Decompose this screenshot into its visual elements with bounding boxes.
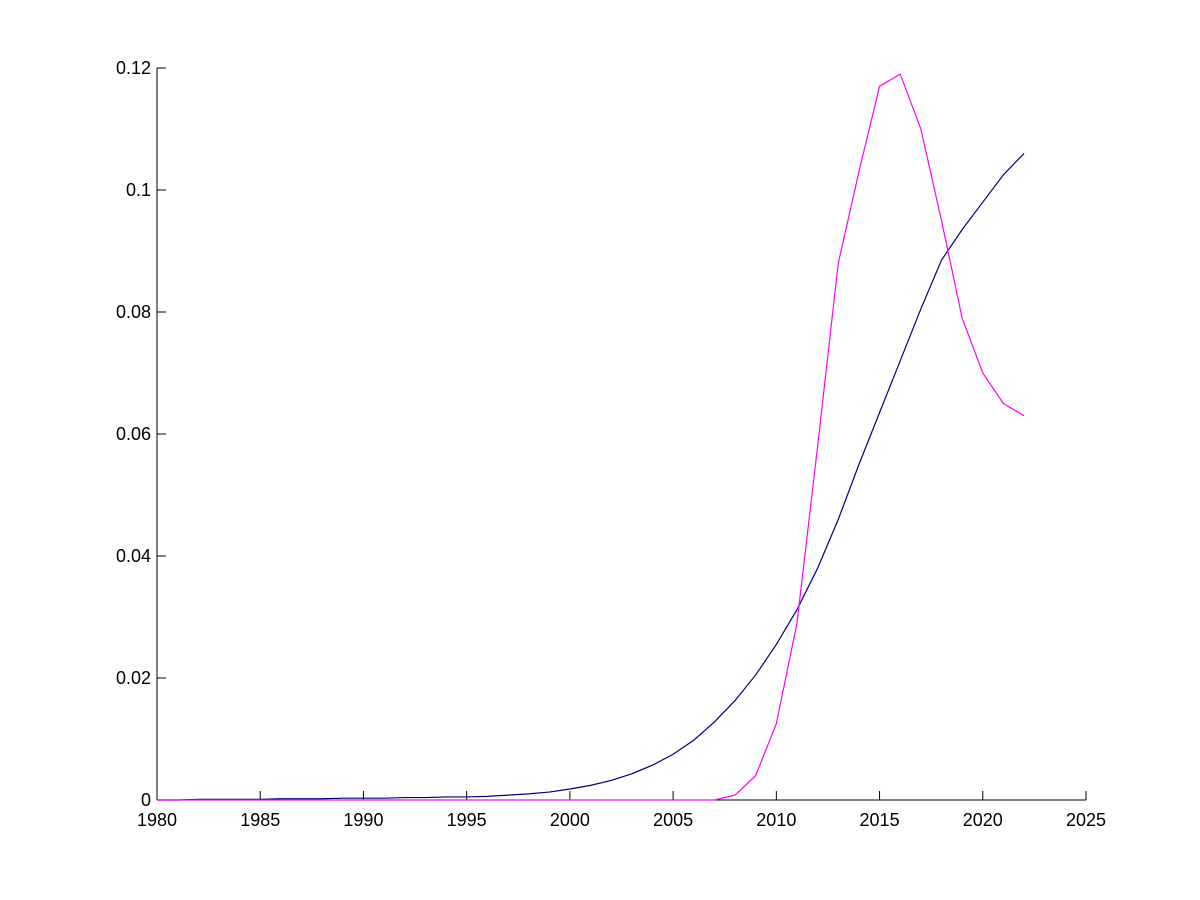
- y-tick-label: 0.08: [116, 302, 151, 322]
- x-tick-label: 2000: [550, 810, 590, 830]
- x-tick-label: 2010: [756, 810, 796, 830]
- y-tick-label: 0.12: [116, 58, 151, 78]
- x-tick-label: 1980: [137, 810, 177, 830]
- x-tick-label: 1995: [447, 810, 487, 830]
- x-tick-label: 2025: [1066, 810, 1106, 830]
- x-tick-label: 2005: [653, 810, 693, 830]
- series-line: [157, 152, 1025, 801]
- x-tick-label: 1990: [343, 810, 383, 830]
- x-tick-label: 2015: [860, 810, 900, 830]
- y-tick-label: 0.02: [116, 668, 151, 688]
- y-tick-label: 0.1: [126, 180, 151, 200]
- x-tick-label: 2020: [963, 810, 1003, 830]
- y-tick-label: 0: [141, 790, 151, 810]
- x-tick-label: 1985: [240, 810, 280, 830]
- series-line: [157, 73, 1025, 801]
- y-tick-label: 0.06: [116, 424, 151, 444]
- y-tick-label: 0.04: [116, 546, 151, 566]
